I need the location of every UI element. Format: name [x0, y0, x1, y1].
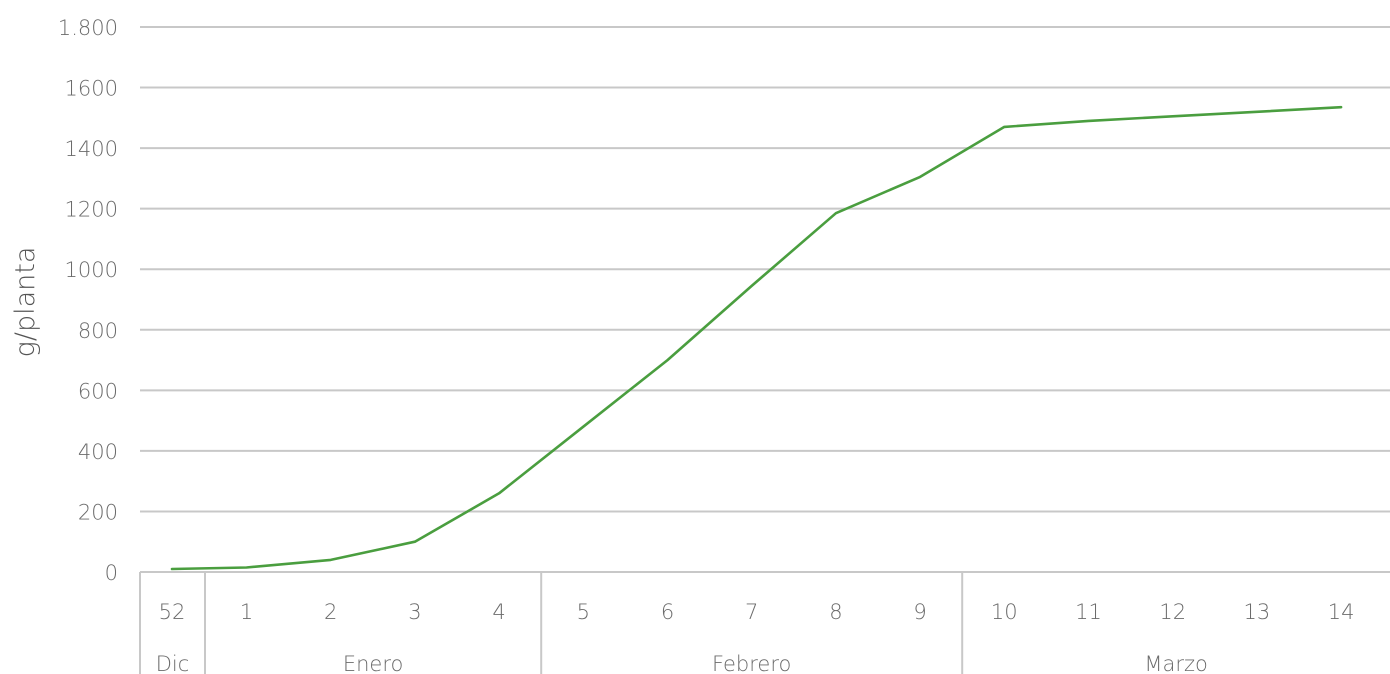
y-tick-label: 400	[78, 440, 118, 464]
series	[170, 105, 1343, 571]
x-tick-label: 52	[159, 600, 186, 624]
y-tick-label: 1400	[65, 137, 118, 161]
series-line	[170, 105, 1343, 571]
y-tick-label: 1600	[65, 77, 118, 101]
x-tick-label: 12	[1159, 600, 1186, 624]
x-tick-label: 4	[492, 600, 505, 624]
y-axis-ticks: 0 200 400 600 800 1000 1200 1400 1600 1.800	[58, 16, 118, 585]
x-tick-label: 10	[991, 600, 1018, 624]
x-axis-groups: Dic Enero Febrero Marzo	[139, 572, 1208, 674]
x-tick-label: 1	[240, 600, 253, 624]
x-tick-label: 6	[661, 600, 674, 624]
x-tick-label: 11	[1075, 600, 1102, 624]
y-tick-label: 0	[105, 561, 118, 585]
y-tick-label: 1200	[65, 198, 118, 222]
x-tick-label: 7	[745, 600, 758, 624]
x-tick-label: 5	[577, 600, 590, 624]
x-tick-label: 14	[1328, 600, 1355, 624]
x-group-label: Enero	[343, 652, 404, 674]
x-group-label: Febrero	[712, 652, 791, 674]
x-group-label: Marzo	[1144, 652, 1208, 674]
x-tick-label: 3	[408, 600, 421, 624]
x-tick-label: 13	[1244, 600, 1271, 624]
y-tick-label: 200	[78, 500, 118, 524]
x-tick-label: 9	[913, 600, 926, 624]
y-tick-label: 1000	[65, 258, 118, 282]
gridlines	[140, 26, 1390, 573]
x-axis-categories: 52 1 2 3 4 5 6 7 8 9 10 11 12 13 14	[159, 600, 1355, 624]
x-tick-label: 2	[324, 600, 337, 624]
y-axis-label: g/planta	[10, 247, 41, 358]
y-tick-label: 1.800	[58, 16, 118, 40]
y-tick-label: 800	[78, 319, 118, 343]
x-group-label: Dic	[156, 652, 190, 674]
y-tick-label: 600	[78, 379, 118, 403]
x-tick-label: 8	[829, 600, 842, 624]
